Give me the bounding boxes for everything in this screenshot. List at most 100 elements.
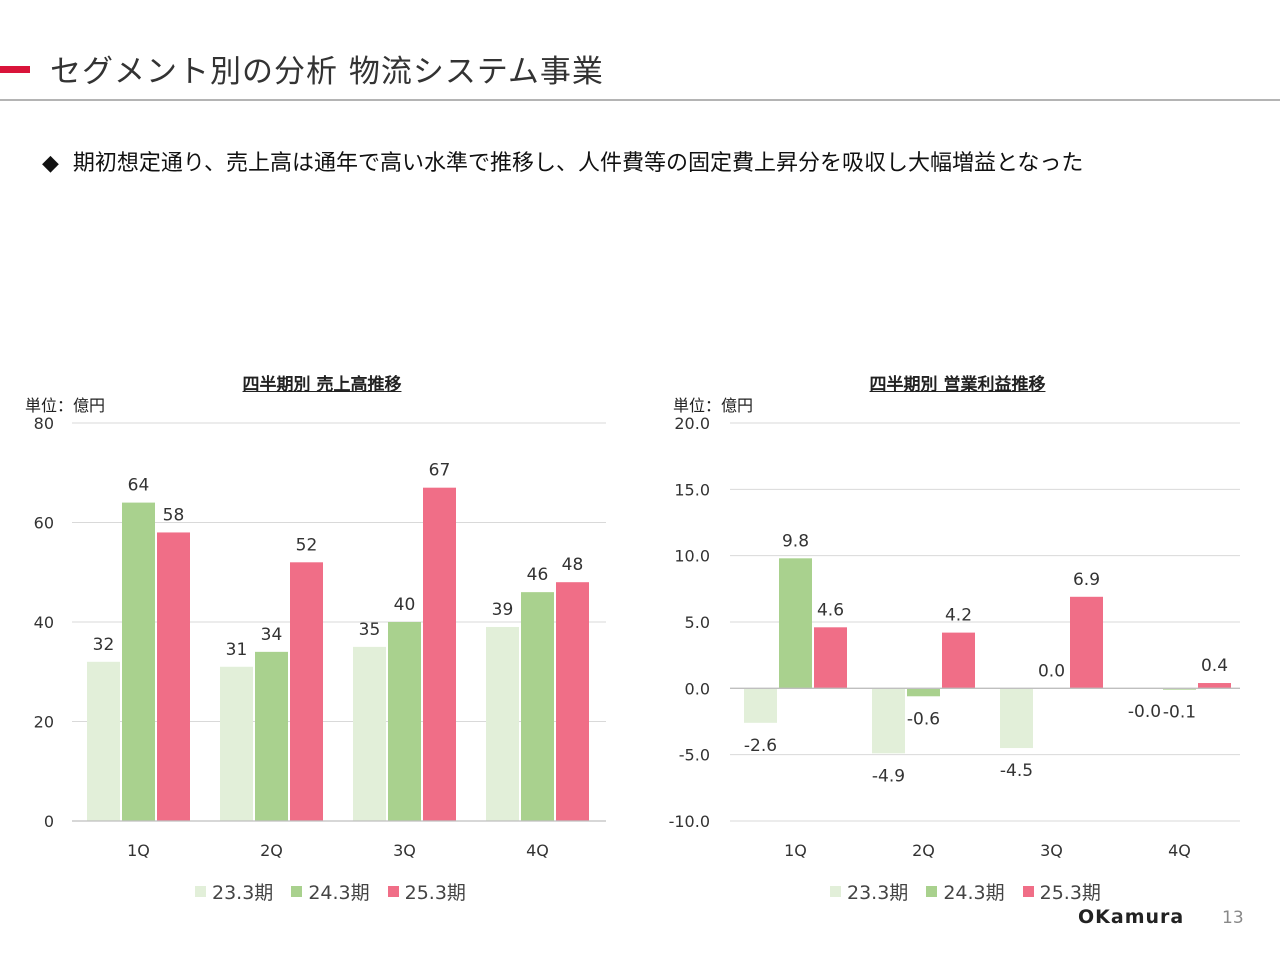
legend-item: 25.3期	[387, 878, 466, 905]
legend-label: 24.3期	[943, 882, 1005, 904]
bar-2Q-23.3期	[220, 666, 253, 821]
y-tick-label: 10.0	[674, 547, 710, 566]
bar-3Q-23.3期	[353, 646, 386, 821]
legend-item: 23.3期	[830, 878, 908, 905]
data-label: 0.0	[1038, 661, 1065, 681]
legend-label: 25.3期	[404, 882, 466, 904]
data-label: 39	[492, 600, 514, 620]
legend-label: 25.3期	[1039, 882, 1101, 904]
legend-label: 23.3期	[847, 882, 909, 904]
data-label: -4.9	[872, 766, 905, 786]
legend-swatch	[291, 886, 303, 897]
y-tick-label: -5.0	[679, 746, 710, 765]
y-tick-label: 60	[34, 514, 54, 533]
x-tick-label: 3Q	[393, 841, 416, 860]
y-tick-label: 0	[44, 812, 54, 831]
legend-item: 25.3期	[1022, 878, 1101, 905]
bar-3Q-23.3期	[1000, 688, 1033, 749]
bar-4Q-24.3期	[521, 592, 554, 821]
title-accent-bar	[0, 66, 30, 73]
data-label: -2.6	[744, 736, 777, 756]
data-label: 35	[359, 620, 381, 640]
legend-item: 24.3期	[926, 878, 1005, 905]
bar-4Q-25.3期	[1198, 683, 1231, 689]
legend-item: 24.3期	[291, 878, 370, 905]
legend-label: 24.3期	[308, 882, 370, 904]
page-title: セグメント別の分析 物流システム事業	[50, 54, 604, 90]
bar-1Q-24.3期	[779, 558, 812, 689]
y-tick-label: 15.0	[674, 480, 710, 499]
data-label: 34	[261, 625, 283, 645]
summary-bullet: ◆ 期初想定通り、売上高は通年で高い水準で推移し、人件費等の固定費上昇分を吸収し大…	[42, 145, 1083, 177]
title-divider	[0, 99, 1280, 101]
legend-label: 23.3期	[212, 882, 274, 904]
x-tick-label: 1Q	[127, 841, 150, 860]
data-label: 58	[163, 505, 185, 525]
bar-1Q-24.3期	[122, 502, 155, 821]
bar-1Q-25.3期	[814, 627, 847, 689]
x-tick-label: 4Q	[526, 841, 549, 860]
legend-swatch	[387, 886, 399, 897]
profit-legend: 23.3期 24.3期 25.3期	[830, 878, 1101, 905]
bar-2Q-24.3期	[907, 688, 940, 697]
data-label: 31	[226, 640, 248, 660]
x-tick-label: 1Q	[784, 841, 807, 860]
profit-chart-title: 四半期別 営業利益推移	[869, 375, 1046, 395]
y-tick-label: -10.0	[669, 812, 710, 831]
y-tick-label: 40	[34, 613, 54, 632]
sales-chart-title: 四半期別 売上高推移	[242, 375, 402, 395]
y-tick-label: 0.0	[685, 679, 710, 698]
data-label: 40	[394, 595, 416, 615]
data-label: 4.6	[817, 600, 844, 620]
bar-2Q-25.3期	[942, 632, 975, 689]
legend-swatch	[926, 886, 938, 897]
sales-legend: 23.3期 24.3期 25.3期	[195, 878, 466, 905]
data-label: 48	[562, 555, 584, 575]
bar-4Q-25.3期	[556, 582, 589, 821]
page-number: 13	[1222, 908, 1244, 928]
y-tick-label: 80	[34, 414, 54, 433]
data-label: 0.4	[1201, 656, 1228, 676]
bar-4Q-23.3期	[486, 626, 519, 821]
x-tick-label: 2Q	[260, 841, 283, 860]
bar-3Q-25.3期	[423, 487, 456, 821]
bar-2Q-23.3期	[872, 688, 905, 754]
bar-1Q-25.3期	[157, 532, 190, 821]
profit-bar-chart: 20.0 15.0 10.0 5.0 0.0 -5.0 -10.0 -2.6 9.8 4.6 1Q -…	[669, 414, 1240, 860]
data-label: -4.5	[1000, 761, 1033, 781]
legend-swatch	[195, 886, 206, 897]
y-tick-label: 20	[34, 713, 54, 732]
diamond-bullet-icon: ◆	[42, 151, 59, 176]
x-tick-label: 4Q	[1168, 841, 1191, 860]
data-label: 6.9	[1073, 570, 1100, 590]
bar-3Q-24.3期	[388, 622, 421, 821]
x-tick-label: 3Q	[1040, 841, 1063, 860]
bar-2Q-25.3期	[290, 562, 323, 821]
profit-unit-label: 単位：億円	[673, 396, 754, 415]
summary-text: 期初想定通り、売上高は通年で高い水準で推移し、人件費等の固定費上昇分を吸収し大幅…	[72, 151, 1084, 176]
data-label: -0.6	[907, 709, 940, 729]
bar-4Q-24.3期	[1163, 688, 1196, 690]
data-label: 9.8	[782, 531, 809, 551]
y-tick-label: 5.0	[685, 613, 710, 632]
data-label: -0.1	[1163, 703, 1196, 723]
okamura-logo: OKamura	[1078, 906, 1185, 928]
y-tick-label: 20.0	[674, 414, 710, 433]
bar-2Q-24.3期	[255, 651, 288, 821]
data-label: 4.2	[945, 606, 972, 626]
data-label: 64	[128, 476, 150, 496]
bar-1Q-23.3期	[87, 661, 120, 821]
legend-swatch	[830, 886, 841, 897]
data-label: 46	[527, 565, 549, 585]
legend-item: 23.3期	[195, 878, 273, 905]
data-label: 67	[429, 461, 451, 481]
data-label: -0.0	[1128, 702, 1161, 722]
data-label: 52	[296, 535, 318, 555]
legend-swatch	[1022, 886, 1034, 897]
bar-1Q-23.3期	[744, 688, 777, 723]
x-tick-label: 2Q	[912, 841, 935, 860]
sales-unit-label: 単位：億円	[25, 396, 106, 415]
sales-bar-chart: 80 60 40 20 0 32 64 58 1Q 31 34 52 2Q 35 40 67 3Q 39 46 48 4…	[34, 414, 606, 860]
bar-3Q-25.3期	[1070, 596, 1103, 689]
data-label: 32	[93, 635, 115, 655]
